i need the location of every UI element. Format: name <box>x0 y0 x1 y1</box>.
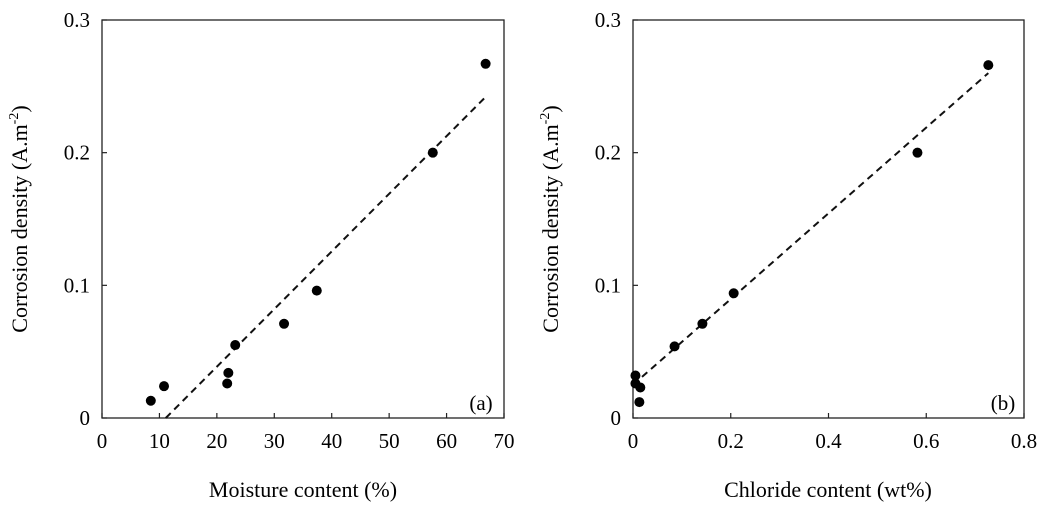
x-tick-label-b: 0 <box>628 429 639 453</box>
y-tick-label-b: 0.1 <box>595 273 621 297</box>
y-axis-label-b-sup: -2 <box>538 113 553 125</box>
data-point-a <box>222 378 233 389</box>
x-tick-label-a: 60 <box>436 429 457 453</box>
trendline-b <box>632 72 989 386</box>
y-axis-label-a-sup: -2 <box>7 113 22 125</box>
x-tick-label-b: 0.2 <box>718 429 744 453</box>
x-tick-label-a: 10 <box>149 429 170 453</box>
chart-panel-b: 0 0.2 0.4 0.6 0.8 0 0.1 0.2 0.3 Chloride content… <box>538 8 1037 502</box>
panel-label-b: (b) <box>991 391 1016 415</box>
x-tick-label-b: 0.6 <box>913 429 939 453</box>
data-point-b <box>634 397 645 408</box>
points-a <box>145 58 491 406</box>
plot-frame-b <box>632 19 1025 419</box>
data-point-a <box>427 147 438 158</box>
points-b <box>630 60 994 408</box>
tick-group-a: 0 10 20 30 40 50 60 70 0 0.1 0.2 0.3 <box>64 8 515 453</box>
y-tick-label-a: 0.2 <box>64 141 90 165</box>
y-tick-label-a: 0.1 <box>64 273 90 297</box>
x-tick-label-a: 20 <box>206 429 227 453</box>
data-point-a <box>230 340 241 351</box>
data-point-b <box>635 382 646 393</box>
data-point-b <box>728 288 739 299</box>
trendline-a <box>165 96 487 419</box>
y-tick-label-b: 0.2 <box>595 141 621 165</box>
data-point-a <box>480 58 491 69</box>
data-point-a <box>279 318 290 329</box>
x-tick-label-a: 30 <box>264 429 285 453</box>
y-axis-label-a: Corrosion density (A.m-2) <box>7 105 32 332</box>
x-axis-label-b: Chloride content (wt%) <box>724 477 932 502</box>
panel-label-a: (a) <box>469 391 492 415</box>
data-point-b <box>669 341 680 352</box>
y-axis-label-a-main: Corrosion density (A.m <box>7 124 32 332</box>
data-point-b <box>697 318 708 329</box>
y-tick-label-a: 0.3 <box>64 8 90 32</box>
x-tick-label-a: 50 <box>379 429 400 453</box>
x-tick-label-a: 0 <box>97 429 108 453</box>
x-tick-label-b: 0.4 <box>815 429 842 453</box>
data-point-a <box>145 395 156 406</box>
x-tick-label-a: 70 <box>494 429 515 453</box>
y-tick-label-a: 0 <box>80 406 91 430</box>
y-tick-label-b: 0.3 <box>595 8 621 32</box>
trendline-segment-a <box>165 96 487 419</box>
data-point-a <box>159 381 170 392</box>
y-axis-label-b: Corrosion density (A.m-2) <box>538 105 563 332</box>
data-point-b <box>912 147 923 158</box>
y-axis-label-a-close: ) <box>7 105 32 112</box>
y-axis-label-b-main: Corrosion density (A.m <box>538 124 563 332</box>
data-point-a <box>311 285 322 296</box>
y-axis-label-b-close: ) <box>538 105 563 112</box>
data-point-a <box>223 367 234 378</box>
y-tick-label-b: 0 <box>611 406 622 430</box>
chart-panel-a: 0 10 20 30 40 50 60 70 0 0.1 0.2 0.3 Moisture conte… <box>7 8 515 502</box>
trendline-segment-b <box>632 72 989 386</box>
tick-group-b: 0 0.2 0.4 0.6 0.8 0 0.1 0.2 0.3 <box>595 8 1037 453</box>
x-tick-label-b: 0.8 <box>1011 429 1037 453</box>
x-axis-label-a: Moisture content (%) <box>209 477 397 502</box>
x-tick-label-a: 40 <box>321 429 342 453</box>
plot-frame-a <box>101 19 505 419</box>
data-point-b <box>630 370 641 381</box>
data-point-b <box>983 60 994 71</box>
